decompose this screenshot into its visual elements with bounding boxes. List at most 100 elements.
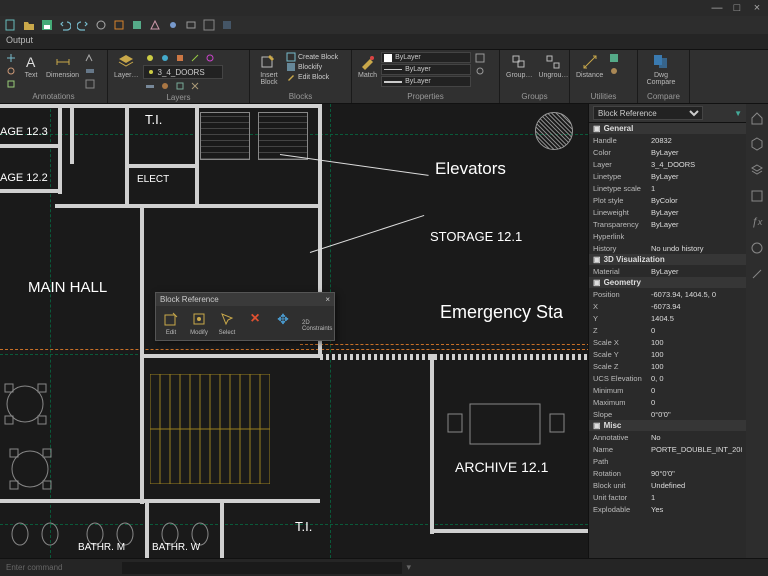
side-fx-icon[interactable]: ƒx [749,214,765,230]
property-row[interactable]: Rotation90°0'0" [589,467,746,479]
property-row[interactable]: NamePORTE_DOUBLE_INT_208 [589,443,746,455]
property-row[interactable]: Minimum0 [589,384,746,396]
cmd-dropdown-icon[interactable]: ▾ [406,562,411,573]
qat-icon[interactable] [202,18,216,32]
property-row[interactable]: MaterialByLayer [589,265,746,277]
layer-icon[interactable] [158,80,172,92]
qat-icon[interactable] [94,18,108,32]
side-clip-icon[interactable] [749,188,765,204]
ctx-select-button[interactable]: Select [215,309,239,337]
insert-block-button[interactable]: Insert Block [254,52,284,87]
side-home-icon[interactable] [749,110,765,126]
qat-redo-icon[interactable] [76,18,90,32]
context-close-icon[interactable]: × [325,295,330,304]
dimension-button[interactable]: Dimension [44,52,81,80]
qat-icon[interactable] [184,18,198,32]
layer-icon[interactable] [143,52,157,64]
layer-icon[interactable] [188,52,202,64]
ctx-constraints-button[interactable]: 2D Constraints [299,309,335,337]
property-row[interactable]: Linetype scale1 [589,182,746,194]
property-row[interactable]: ExplodableYes [589,503,746,515]
property-row[interactable]: Layer3_4_DOORS [589,158,746,170]
property-row[interactable]: AnnotativeNo [589,431,746,443]
qat-icon[interactable] [148,18,162,32]
edit-block-button[interactable]: Edit Block [286,72,338,82]
layer-icon[interactable] [143,80,157,92]
section-viz[interactable]: ▣ 3D Visualization [589,254,746,265]
qat-icon[interactable] [112,18,126,32]
blockify-button[interactable]: Blockify [286,62,338,72]
qat-icon[interactable] [220,18,234,32]
property-row[interactable]: ColorByLayer [589,146,746,158]
property-row[interactable]: Scale Z100 [589,360,746,372]
side-palette-icon[interactable] [749,240,765,256]
annot-icon[interactable] [4,65,18,77]
property-row[interactable]: HistoryNo undo history [589,242,746,254]
layer-combo[interactable]: 3_4_DOORS [143,65,223,79]
qat-open-icon[interactable] [22,18,36,32]
ctx-edit-button[interactable]: Edit [159,309,183,337]
property-row[interactable]: Hyperlink [589,230,746,242]
property-row[interactable]: Scale Y100 [589,348,746,360]
property-row[interactable]: Handle20832 [589,134,746,146]
lineweight-combo[interactable]: ByLayer [381,76,471,87]
layer-icon[interactable] [173,52,187,64]
property-row[interactable]: Maximum0 [589,396,746,408]
property-row[interactable]: X-6073.94 [589,300,746,312]
prop-icon[interactable] [473,65,487,77]
layer-button[interactable]: Layer… [112,52,141,80]
annot-icon[interactable] [83,65,97,77]
property-row[interactable]: Scale X100 [589,336,746,348]
annot-icon[interactable] [4,52,18,64]
section-misc[interactable]: ▣ Misc [589,420,746,431]
util-icon[interactable] [607,65,621,77]
property-row[interactable]: Position-6073.94, 1404.5, 0 [589,288,746,300]
property-row[interactable]: LineweightByLayer [589,206,746,218]
minimize-button[interactable]: — [710,1,724,15]
layer-icon[interactable] [188,80,202,92]
output-tab[interactable]: Output [0,34,768,50]
distance-button[interactable]: Distance [574,52,605,80]
qat-icon[interactable] [166,18,180,32]
layer-icon[interactable] [158,52,172,64]
side-tool-icon[interactable] [749,266,765,282]
create-block-button[interactable]: Create Block [286,52,338,62]
property-row[interactable]: LinetypeByLayer [589,170,746,182]
ctx-modify-button[interactable]: Modify [187,309,211,337]
filter-icon[interactable]: ▼ [734,109,742,118]
util-icon[interactable] [607,52,621,64]
property-row[interactable]: UCS Elevation0, 0 [589,372,746,384]
property-row[interactable]: Unit factor1 [589,491,746,503]
ungroup-button[interactable]: Ungrou… [536,52,570,80]
section-general[interactable]: ▣ General [589,123,746,134]
qat-icon[interactable] [130,18,144,32]
property-row[interactable]: Plot styleByColor [589,194,746,206]
layer-icon[interactable] [173,80,187,92]
dwg-compare-button[interactable]: Dwg Compare [642,52,680,87]
property-row[interactable]: TransparencyByLayer [589,218,746,230]
prop-icon[interactable] [473,52,487,64]
maximize-button[interactable]: □ [730,1,744,15]
property-row[interactable]: Block unitUndefined [589,479,746,491]
annot-icon[interactable] [4,78,18,90]
side-cube-icon[interactable] [749,136,765,152]
ctx-delete-button[interactable]: × [243,309,267,337]
group-button[interactable]: Group… [504,52,534,80]
qat-undo-icon[interactable] [58,18,72,32]
ctx-move-button[interactable]: ✥ [271,309,295,337]
close-button[interactable]: × [750,1,764,15]
property-row[interactable]: Z0 [589,324,746,336]
qat-save-icon[interactable] [40,18,54,32]
layer-icon[interactable] [203,52,217,64]
context-toolbar[interactable]: Block Reference × Edit Modify Select × ✥ [155,292,335,341]
color-combo[interactable]: ByLayer [381,52,471,63]
section-geometry[interactable]: ▣ Geometry [589,277,746,288]
property-row[interactable]: Slope0°0'0" [589,408,746,420]
annot-icon[interactable] [83,52,97,64]
annot-icon[interactable] [83,78,97,90]
side-layers-icon[interactable] [749,162,765,178]
linetype-combo[interactable]: ByLayer [381,64,471,75]
property-row[interactable]: Y1404.5 [589,312,746,324]
text-button[interactable]: A Text [20,52,42,80]
qat-new-icon[interactable] [4,18,18,32]
